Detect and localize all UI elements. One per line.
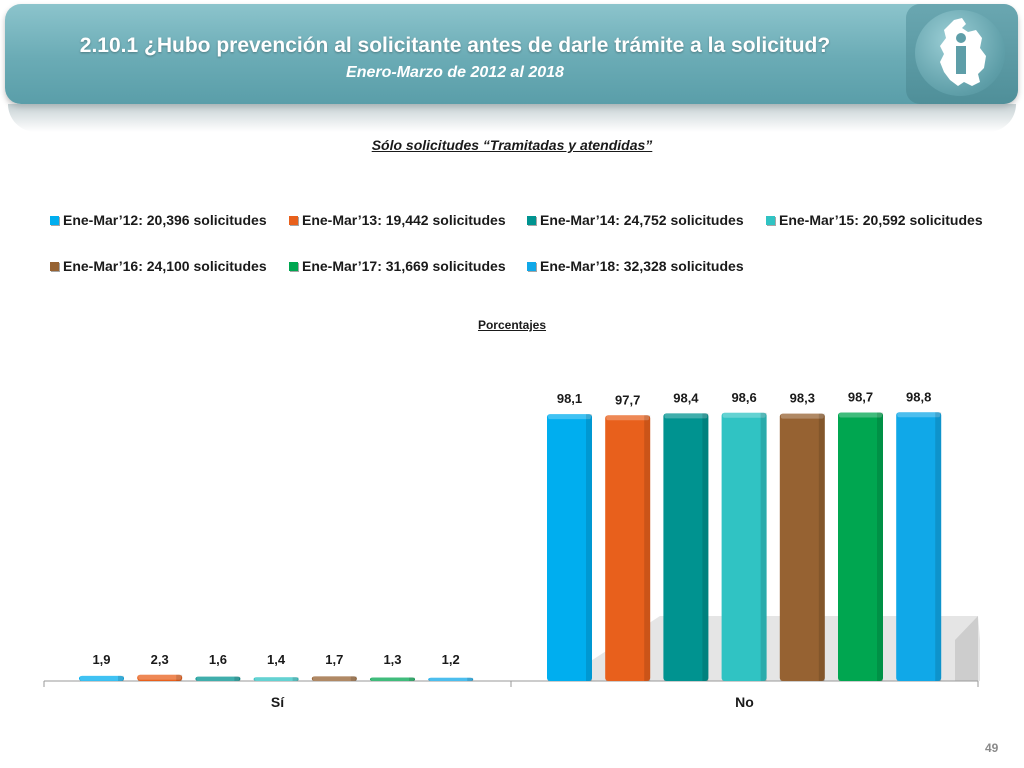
bar [779,413,825,681]
data-label: 98,7 [848,390,873,405]
legend-item: Ene-Mar’12: 20,396 solicitudes [50,212,267,228]
bar-shade [350,676,357,681]
bar-shade [586,414,592,681]
bar [663,413,709,681]
category-label: Sí [271,694,285,710]
bar [311,676,357,681]
legend-item: Ene-Mar’14: 24,752 solicitudes [527,212,744,228]
bar-shade [644,415,651,681]
legend-label: Ene-Mar’16: 24,100 solicitudes [63,258,267,274]
bar-shade [877,412,883,681]
data-label: 1,2 [442,652,460,667]
bar-highlight [897,412,941,418]
bar-highlight [664,413,708,419]
floor-shadow-edge [955,616,978,681]
bar-highlight [138,674,182,680]
data-label: 1,3 [383,652,401,667]
bar [79,675,124,681]
bar-shade [292,677,299,681]
bar-highlight [780,413,824,419]
slide-subtitle: Enero-Marzo de 2012 al 2018 [346,64,564,81]
institution-logo-icon [940,18,986,86]
legend-swatch [527,215,536,225]
bar-highlight [606,415,650,421]
legend-item: Ene-Mar’16: 24,100 solicitudes [50,258,267,274]
legend-item: Ene-Mar’17: 31,669 solicitudes [289,258,506,274]
legend-swatch [50,261,59,271]
bar [721,412,767,681]
data-label: 97,7 [615,392,640,407]
category-label: No [735,694,754,710]
data-label: 98,6 [731,390,756,405]
bar-shade [818,413,825,681]
data-label: 98,1 [557,391,582,406]
data-label: 98,8 [906,389,931,404]
bar [896,412,942,681]
data-label: 1,6 [209,652,227,667]
legend-label: Ene-Mar’17: 31,669 solicitudes [302,258,506,274]
bar [253,677,299,681]
legend-label: Ene-Mar’15: 20,592 solicitudes [779,212,983,228]
bar [195,676,241,681]
legend-swatch [766,215,775,225]
bar-shade [176,674,183,681]
bar-shade [935,412,942,681]
bar-shade [409,677,415,681]
legend-swatch [289,215,298,225]
section-title: Sólo solicitudes “Tramitadas y atendidas… [371,137,653,153]
page-number: 49 [985,741,999,755]
legend-item: Ene-Mar’13: 19,442 solicitudes [289,212,506,228]
bar-shade [467,677,474,681]
bar-highlight [839,412,882,418]
bar-shade [760,412,767,681]
legend-label: Ene-Mar’18: 32,328 solicitudes [540,258,744,274]
bar-highlight [548,414,591,420]
bar [605,415,651,681]
data-label: 98,3 [790,391,815,406]
chart-title: Porcentajes [477,318,547,332]
bar-highlight [196,676,240,681]
legend-label: Ene-Mar’12: 20,396 solicitudes [63,212,267,228]
data-label: 1,7 [325,652,343,667]
header-banner [5,4,1018,104]
bar-shade [118,675,124,681]
bar-shade [234,676,241,681]
bar-highlight [429,677,473,681]
bar-highlight [254,677,298,681]
legend-label: Ene-Mar’13: 19,442 solicitudes [302,212,506,228]
legend-swatch [50,215,59,225]
data-label: 1,4 [267,652,286,667]
bar-highlight [371,677,414,681]
legend-item: Ene-Mar’18: 32,328 solicitudes [527,258,744,274]
bar [428,677,474,681]
bar-highlight [80,675,123,681]
bar [547,414,592,681]
bar-highlight [312,676,356,681]
bar [838,412,883,681]
bar-highlight [722,412,766,418]
bar [137,674,183,681]
legend-swatch [527,261,536,271]
legend-item: Ene-Mar’15: 20,592 solicitudes [766,212,983,228]
header-shadow [8,104,1016,132]
data-label: 2,3 [151,652,169,667]
slide-title: 2.10.1 ¿Hubo prevención al solicitante a… [79,34,831,57]
data-label: 1,9 [92,652,110,667]
data-label: 98,4 [673,390,699,405]
bar-shade [702,413,709,681]
legend-label: Ene-Mar’14: 24,752 solicitudes [540,212,744,228]
legend-swatch [289,261,298,271]
bar [370,677,415,681]
